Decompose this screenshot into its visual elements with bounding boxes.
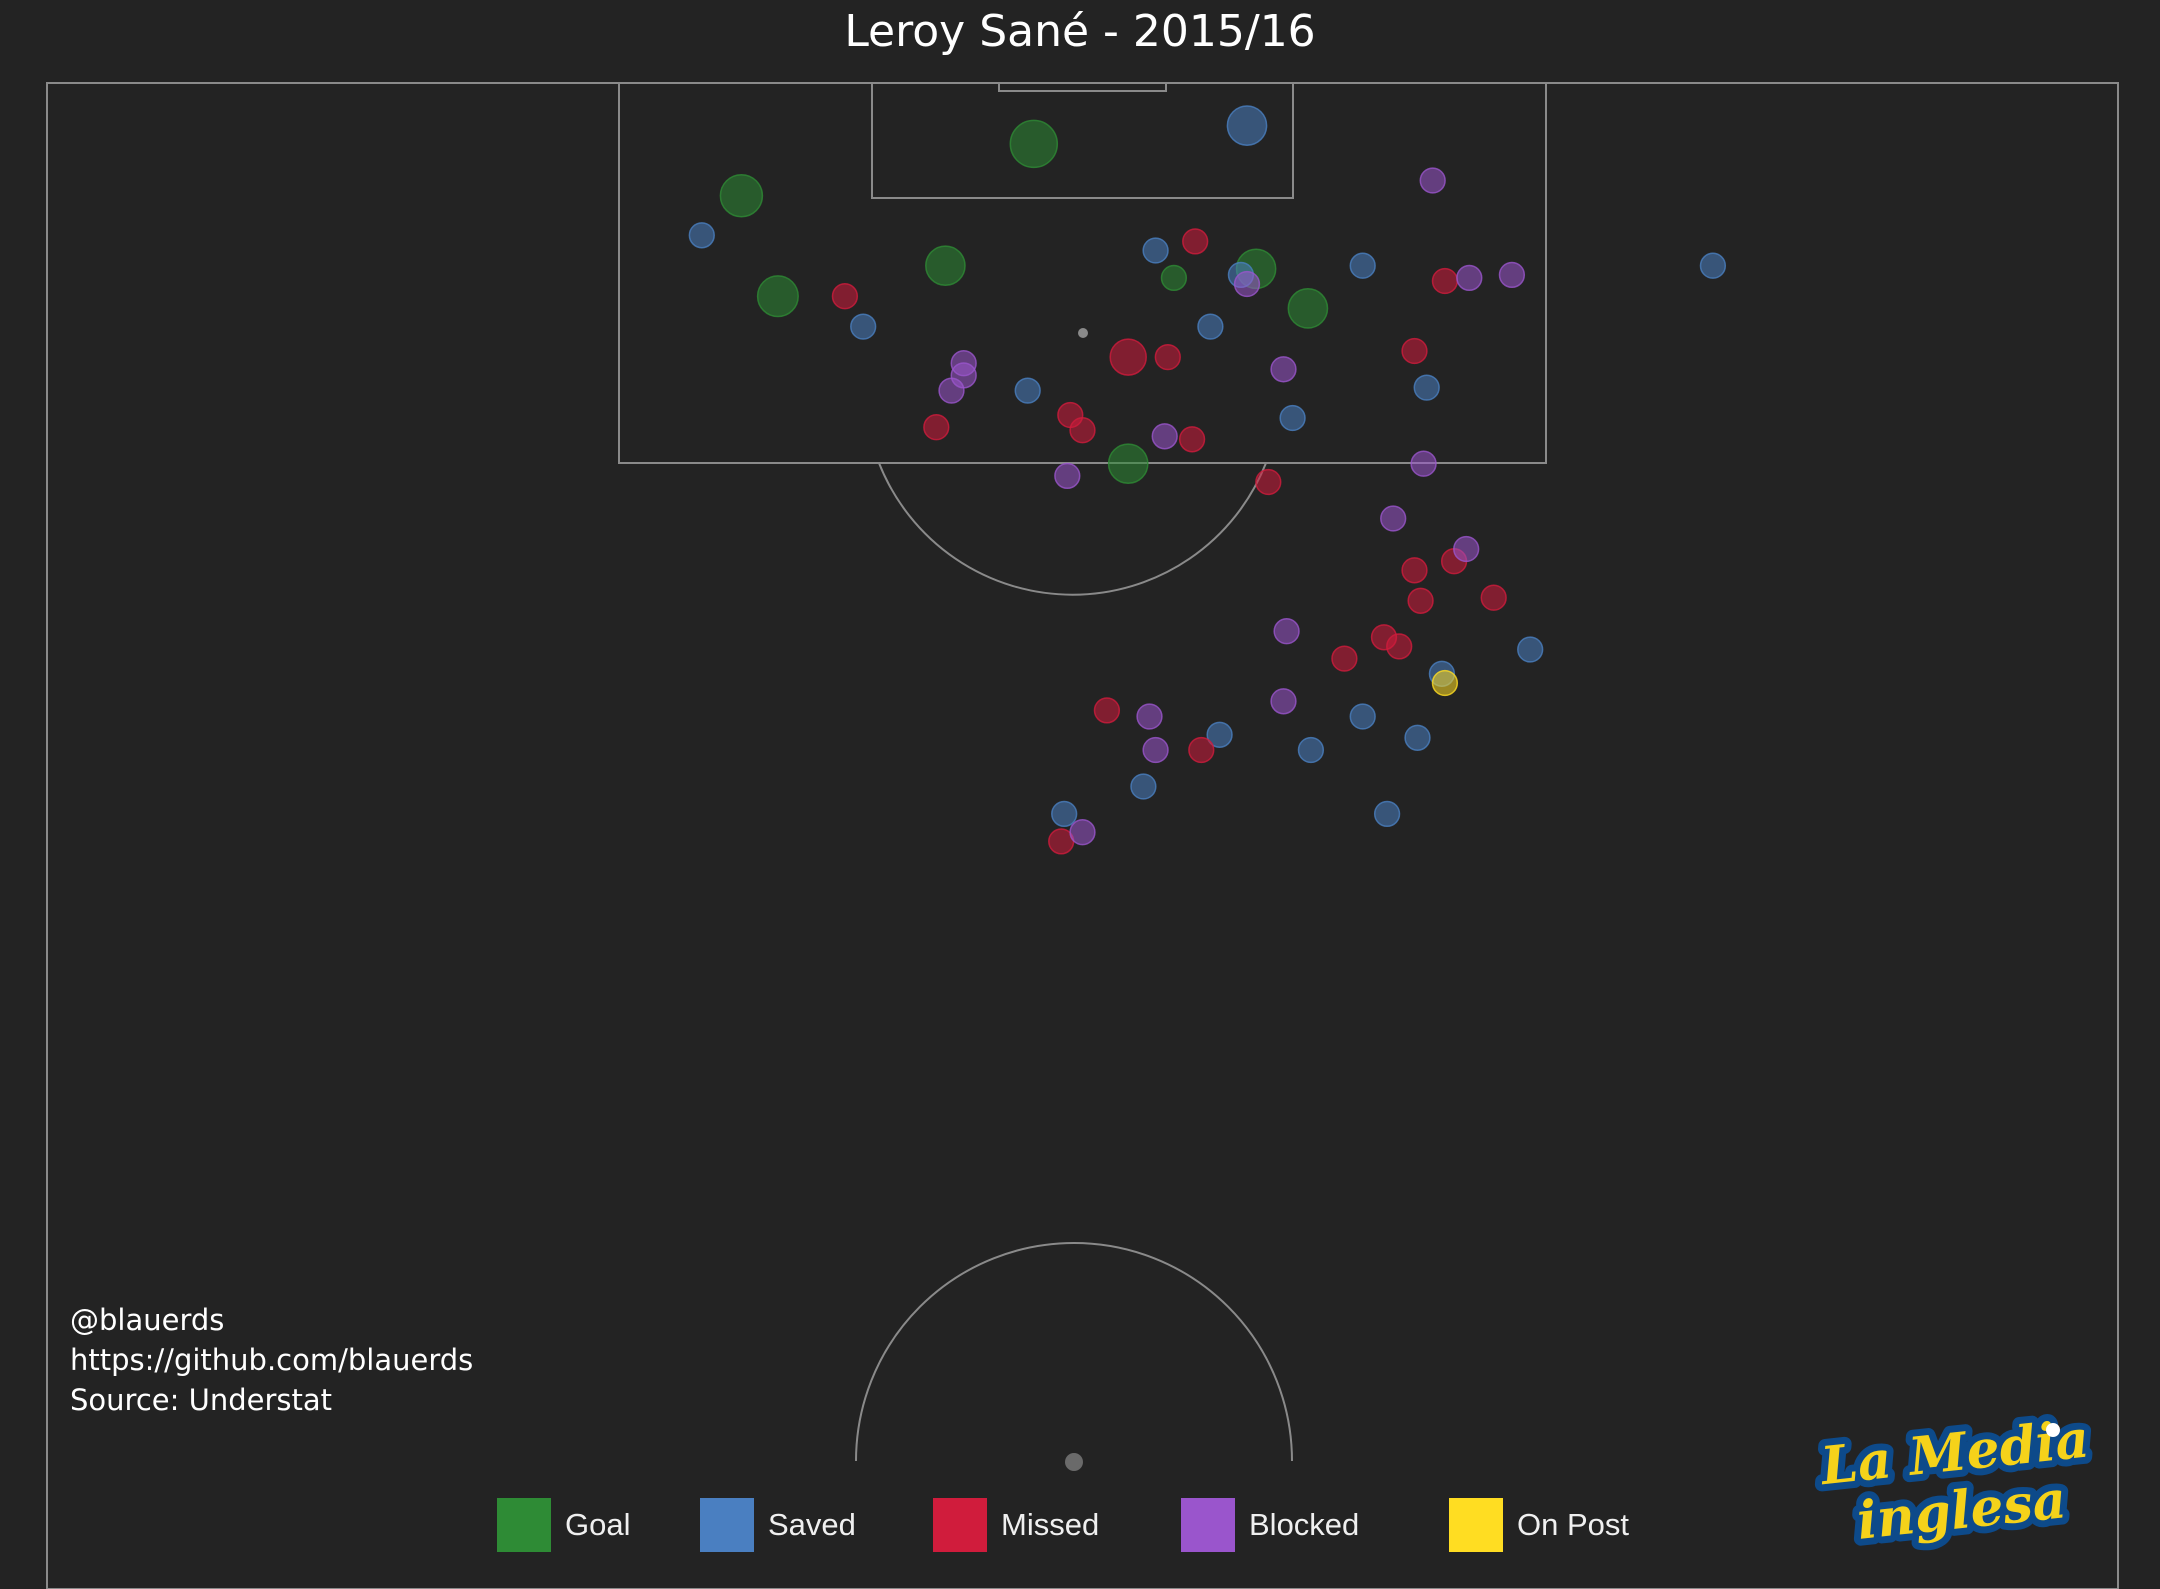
shot-saved-9 [688,222,715,249]
shot-missed-28 [1109,338,1147,376]
credit-handle: @blauerds [70,1303,225,1337]
goal [998,82,1167,92]
shot-blocked-58 [1410,450,1437,477]
shot-missed-31 [1431,267,1459,295]
shot-saved-15 [1699,252,1727,279]
shot-blocked-64 [1136,703,1163,730]
shot-blocked-55 [938,377,965,404]
shot-saved-22 [1206,721,1233,748]
shot-saved-8 [1226,105,1268,146]
shot-blocked-50 [1456,264,1483,292]
penalty-arc [878,462,1267,596]
shot-saved-27 [1373,800,1401,828]
shot-blocked-51 [1498,261,1526,289]
shot-missed-33 [1401,337,1428,365]
shot-goal-1 [719,173,764,218]
shot-missed-30 [1182,228,1209,255]
shot-missed-38 [1255,468,1282,496]
shot-goal-2 [925,245,966,287]
shot-saved-16 [1014,377,1041,404]
penalty-box [618,82,1547,464]
shot-blocked-56 [1270,356,1297,383]
legend-swatch-on-post [1449,1498,1503,1552]
credits: @blauerds https://github.com/blauerds So… [70,1300,473,1420]
legend: Goal Saved Missed Blocked On Post [0,1498,2160,1554]
legend-item-missed: Missed [933,1498,1099,1552]
shot-saved-26 [1051,800,1078,828]
shot-saved-14 [1197,313,1224,340]
chart-title: Leroy Sané - 2015/16 [844,6,1316,57]
shot-saved-11 [1142,237,1169,264]
shot-missed-47 [1188,736,1215,764]
shot-blocked-63 [1270,688,1297,715]
shots-layer [688,105,1727,855]
shot-saved-18 [1279,404,1306,432]
legend-swatch-blocked [1181,1498,1235,1552]
legend-swatch-goal [497,1498,551,1552]
shot-saved-13 [1349,252,1376,279]
shot-missed-37 [1178,426,1206,453]
shot-goal-7 [1107,443,1149,485]
shot-missed-29 [831,283,859,310]
legend-item-saved: Saved [700,1498,856,1552]
shot-blocked-60 [1380,505,1407,532]
legend-item-blocked: Blocked [1181,1498,1359,1552]
shot-missed-45 [1331,645,1358,672]
legend-label-on-post: On Post [1517,1507,1629,1542]
pitch-lines [46,82,2119,1589]
shot-saved-17 [1413,374,1440,401]
shot-saved-24 [1404,724,1431,751]
legend-label-missed: Missed [1001,1507,1100,1542]
legend-swatch-missed [933,1498,987,1552]
shot-saved-25 [1130,773,1157,800]
shot-blocked-49 [1419,167,1446,194]
legend-label-saved: Saved [768,1507,856,1542]
shot-goal-0 [1009,119,1059,169]
shot-goal-6 [1160,264,1188,292]
shot-blocked-66 [1069,819,1096,846]
shot-blocked-57 [1151,423,1178,450]
shot-missed-41 [1480,584,1507,611]
shot-missed-42 [1407,587,1434,614]
credit-github: https://github.com/blauerds [70,1343,474,1377]
credit-source: Source: Understat [70,1383,332,1417]
shot-blocked-61 [1453,535,1480,563]
shot-missed-46 [1093,697,1121,724]
six-yard-box [871,82,1294,199]
shot-blocked-59 [1054,462,1081,490]
shot-goal-5 [1287,288,1329,329]
shot-on-post-67 [1431,669,1459,697]
shot-blocked-52 [1233,270,1261,298]
shot-blocked-65 [1142,736,1169,764]
shot-missed-44 [1386,633,1413,660]
legend-item-on-post: On Post [1449,1498,1629,1552]
shot-missed-34 [923,414,950,441]
centre-spot [1065,1453,1083,1471]
shot-blocked-62 [1273,618,1300,645]
legend-item-goal: Goal [497,1498,630,1552]
shot-missed-39 [1401,557,1428,584]
legend-label-blocked: Blocked [1249,1507,1360,1542]
legend-swatch-saved [700,1498,754,1552]
shot-missed-32 [1154,343,1181,371]
shot-missed-36 [1069,417,1096,444]
centre-circle [855,1242,1293,1462]
penalty-spot [1078,328,1088,338]
shot-saved-10 [850,313,877,340]
legend-label-goal: Goal [565,1507,631,1542]
shot-saved-19 [1517,636,1544,663]
shot-saved-21 [1349,703,1376,730]
la-media-inglesa-logo: La Media inglesa La Media inglesa [1810,1410,2099,1559]
shot-goal-4 [756,275,799,318]
shot-saved-23 [1297,736,1325,764]
